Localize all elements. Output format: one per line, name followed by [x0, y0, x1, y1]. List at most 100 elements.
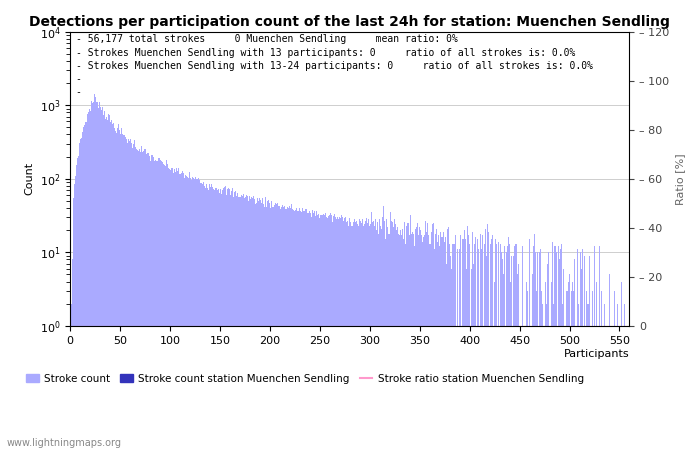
Bar	[228, 189, 230, 450]
Bar	[452, 244, 453, 450]
Bar	[446, 264, 447, 450]
Bar	[534, 234, 535, 450]
Bar	[393, 227, 394, 450]
Bar	[318, 214, 319, 450]
Bar	[421, 235, 422, 450]
Bar	[83, 125, 85, 450]
Bar	[450, 256, 452, 450]
Bar	[290, 208, 291, 450]
Bar	[176, 167, 178, 450]
Bar	[555, 247, 556, 450]
Bar	[113, 128, 115, 450]
Bar	[237, 193, 239, 450]
Bar	[90, 101, 92, 450]
Bar	[491, 239, 492, 450]
Bar	[274, 205, 275, 450]
Bar	[248, 201, 249, 450]
Bar	[129, 141, 130, 450]
Bar	[268, 200, 270, 450]
Bar	[418, 235, 419, 450]
Bar	[298, 211, 300, 450]
Bar	[344, 218, 345, 450]
Bar	[94, 97, 96, 450]
Bar	[565, 326, 566, 450]
Bar	[241, 195, 242, 450]
Bar	[374, 226, 375, 450]
Bar	[357, 225, 358, 450]
Bar	[447, 229, 448, 450]
Bar	[317, 215, 318, 450]
Bar	[337, 217, 338, 450]
Bar	[510, 282, 511, 450]
Bar	[532, 274, 533, 450]
Bar	[270, 208, 272, 450]
Bar	[258, 201, 260, 450]
Bar	[144, 149, 146, 450]
Bar	[310, 213, 312, 450]
Bar	[164, 166, 165, 450]
Bar	[127, 139, 129, 450]
Bar	[261, 203, 262, 450]
Bar	[395, 225, 396, 450]
Bar	[601, 291, 602, 450]
Bar	[516, 244, 517, 450]
Bar	[402, 229, 403, 450]
Bar	[459, 249, 460, 450]
Bar	[279, 206, 281, 450]
Bar	[239, 197, 240, 450]
Bar	[130, 143, 132, 450]
Bar	[581, 269, 582, 450]
Bar	[321, 215, 322, 450]
Bar	[324, 215, 326, 450]
Bar	[366, 218, 368, 450]
Bar	[183, 173, 185, 450]
Bar	[293, 210, 295, 450]
Bar	[399, 235, 400, 450]
Bar	[539, 252, 540, 450]
Bar	[284, 206, 286, 450]
Bar	[102, 107, 103, 450]
Bar	[429, 244, 430, 450]
Bar	[338, 220, 339, 450]
Bar	[481, 249, 482, 450]
Bar	[453, 244, 454, 450]
Bar	[342, 217, 343, 450]
Bar	[370, 225, 371, 450]
Bar	[502, 260, 503, 450]
Bar	[200, 183, 202, 450]
Bar	[323, 214, 324, 450]
Bar	[527, 291, 528, 450]
Bar	[360, 220, 361, 450]
Bar	[206, 184, 207, 450]
Bar	[398, 234, 399, 450]
Bar	[379, 220, 380, 450]
Bar	[439, 247, 440, 450]
Bar	[282, 205, 284, 450]
Bar	[345, 217, 346, 450]
Bar	[494, 282, 495, 450]
Bar	[430, 244, 431, 450]
Bar	[308, 213, 309, 450]
Bar	[568, 282, 569, 450]
Stroke ratio station Muenchen Sendling	[459, 323, 468, 328]
Bar	[73, 198, 74, 450]
Bar	[359, 220, 360, 450]
Bar	[487, 225, 488, 450]
Bar	[621, 282, 622, 450]
Bar	[235, 191, 237, 450]
Bar	[462, 239, 463, 450]
Bar	[118, 130, 120, 450]
Bar	[473, 264, 474, 450]
Bar	[588, 304, 589, 450]
Bar	[572, 282, 573, 450]
Bar	[587, 304, 588, 450]
Bar	[343, 220, 344, 450]
Stroke ratio station Muenchen Sendling	[113, 323, 121, 328]
Bar	[307, 213, 308, 450]
Text: www.lightningmaps.org: www.lightningmaps.org	[7, 438, 122, 448]
Bar	[117, 128, 118, 450]
Bar	[331, 215, 332, 450]
Bar	[108, 115, 110, 450]
Bar	[214, 190, 216, 450]
Bar	[522, 247, 523, 450]
